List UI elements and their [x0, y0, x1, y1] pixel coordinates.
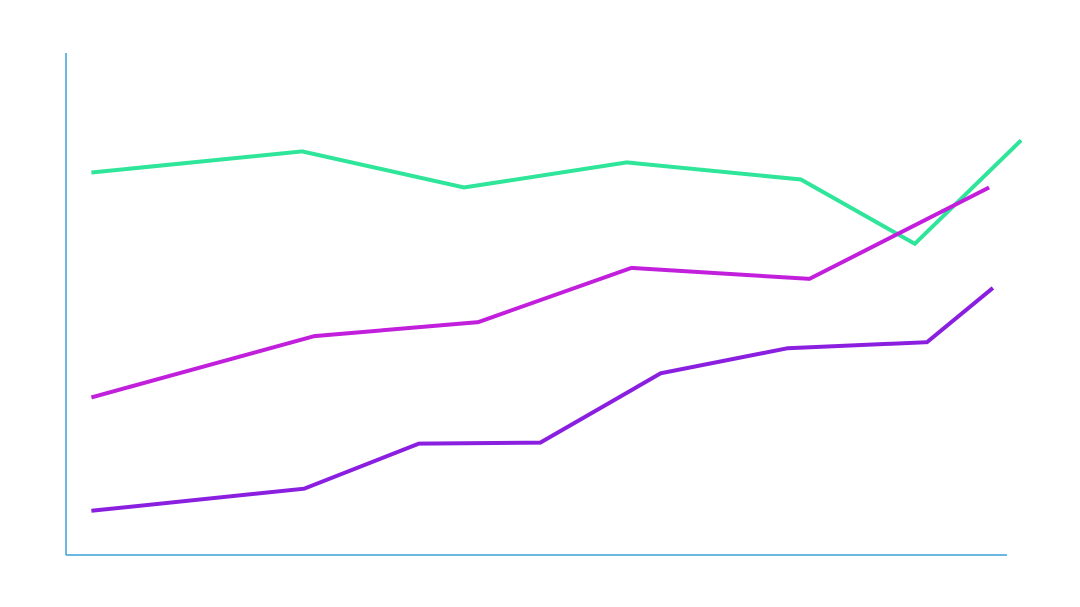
series-3-line	[91, 286, 995, 513]
series-1-line	[91, 138, 1023, 247]
series-1	[91, 138, 1023, 247]
chart-axes	[65, 53, 1007, 556]
series-3	[91, 286, 995, 513]
series-layer	[90, 138, 1023, 513]
series-2	[90, 185, 991, 400]
series-2-line	[90, 185, 991, 400]
